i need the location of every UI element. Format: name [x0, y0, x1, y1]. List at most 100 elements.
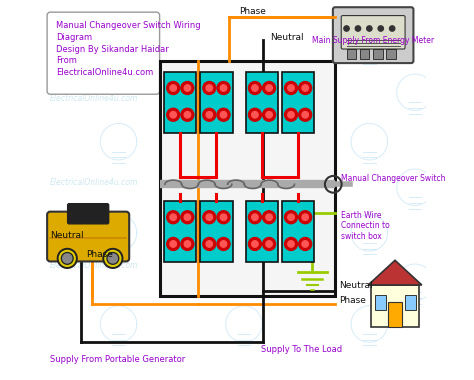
Circle shape [181, 211, 194, 224]
Circle shape [103, 249, 123, 268]
FancyBboxPatch shape [405, 294, 416, 310]
FancyBboxPatch shape [164, 72, 196, 133]
Text: ElectricalO: ElectricalO [286, 261, 327, 271]
Circle shape [206, 214, 212, 220]
Circle shape [263, 108, 275, 121]
Circle shape [108, 254, 118, 263]
Circle shape [167, 108, 180, 121]
Circle shape [263, 82, 275, 95]
Circle shape [263, 238, 275, 250]
Circle shape [248, 211, 261, 224]
Circle shape [220, 241, 227, 247]
FancyBboxPatch shape [375, 294, 386, 310]
Circle shape [220, 85, 227, 91]
Circle shape [248, 238, 261, 250]
Text: Manual Changeover Switch Wiring
Diagram
Design By Sikandar Haidar
From
Electrica: Manual Changeover Switch Wiring Diagram … [56, 21, 201, 77]
Circle shape [184, 85, 191, 91]
Circle shape [266, 214, 273, 220]
Text: ElectricalOnline4u.com: ElectricalOnline4u.com [179, 261, 268, 271]
FancyBboxPatch shape [386, 49, 396, 59]
Text: ElectricalOni: ElectricalOni [282, 178, 330, 187]
Circle shape [57, 249, 77, 268]
Circle shape [299, 82, 312, 95]
Circle shape [288, 214, 294, 220]
Circle shape [378, 26, 383, 31]
FancyBboxPatch shape [47, 12, 160, 94]
Circle shape [206, 112, 212, 118]
Circle shape [302, 241, 309, 247]
Circle shape [248, 108, 261, 121]
Circle shape [284, 82, 298, 95]
Circle shape [170, 85, 176, 91]
Circle shape [356, 26, 361, 31]
FancyBboxPatch shape [200, 72, 233, 133]
Circle shape [299, 108, 312, 121]
Circle shape [167, 211, 180, 224]
Circle shape [203, 238, 216, 250]
Text: ElectricalOnli: ElectricalOnli [179, 178, 230, 187]
Text: ElectricalOnline4u.com: ElectricalOnline4u.com [50, 94, 138, 103]
Circle shape [266, 112, 273, 118]
Text: Phase: Phase [238, 7, 265, 16]
Circle shape [217, 108, 230, 121]
Circle shape [220, 214, 227, 220]
Text: Supply To The Load: Supply To The Load [261, 345, 342, 354]
Circle shape [263, 211, 275, 224]
Circle shape [299, 238, 312, 250]
Circle shape [367, 26, 372, 31]
Circle shape [266, 85, 273, 91]
Circle shape [288, 241, 294, 247]
Text: ElectricalOnline4u.com: ElectricalOnline4u.com [179, 94, 268, 103]
FancyBboxPatch shape [341, 16, 405, 49]
FancyBboxPatch shape [246, 72, 278, 133]
Text: Supply From Portable Generator: Supply From Portable Generator [50, 355, 185, 364]
Circle shape [203, 108, 216, 121]
Circle shape [184, 214, 191, 220]
Text: ElectricalOnline4u.com: ElectricalOnline4u.com [50, 178, 138, 187]
Circle shape [220, 112, 227, 118]
FancyBboxPatch shape [246, 201, 278, 262]
FancyBboxPatch shape [68, 204, 109, 224]
FancyBboxPatch shape [200, 201, 233, 262]
Circle shape [284, 238, 298, 250]
Circle shape [288, 85, 294, 91]
Circle shape [206, 85, 212, 91]
Circle shape [302, 214, 309, 220]
Circle shape [203, 82, 216, 95]
Circle shape [390, 26, 395, 31]
FancyBboxPatch shape [360, 49, 369, 59]
Circle shape [203, 211, 216, 224]
Circle shape [344, 26, 349, 31]
FancyBboxPatch shape [282, 72, 314, 133]
FancyBboxPatch shape [371, 285, 419, 327]
Text: Main Supply From Energy Meter: Main Supply From Energy Meter [312, 36, 435, 45]
Text: ElectricalC: ElectricalC [297, 94, 338, 103]
FancyBboxPatch shape [47, 212, 129, 261]
Circle shape [302, 112, 309, 118]
Circle shape [170, 214, 176, 220]
FancyBboxPatch shape [164, 201, 196, 262]
Text: Neutral: Neutral [339, 280, 373, 290]
Circle shape [252, 241, 258, 247]
Circle shape [206, 241, 212, 247]
FancyBboxPatch shape [160, 61, 335, 296]
FancyBboxPatch shape [388, 302, 401, 327]
Text: Neutral: Neutral [271, 33, 304, 43]
Circle shape [299, 211, 312, 224]
FancyBboxPatch shape [282, 201, 314, 262]
FancyBboxPatch shape [333, 7, 413, 63]
Circle shape [217, 238, 230, 250]
Text: Earth Wire
Connectin to
switch box: Earth Wire Connectin to switch box [341, 211, 390, 241]
Text: Phase: Phase [339, 296, 366, 305]
FancyBboxPatch shape [373, 49, 383, 59]
Circle shape [284, 211, 298, 224]
Circle shape [288, 112, 294, 118]
Circle shape [167, 82, 180, 95]
Circle shape [170, 112, 176, 118]
Circle shape [252, 112, 258, 118]
Text: ElectricalOnline4u.com: ElectricalOnline4u.com [50, 261, 138, 271]
Circle shape [252, 85, 258, 91]
Circle shape [167, 238, 180, 250]
Polygon shape [368, 260, 422, 285]
Circle shape [284, 108, 298, 121]
